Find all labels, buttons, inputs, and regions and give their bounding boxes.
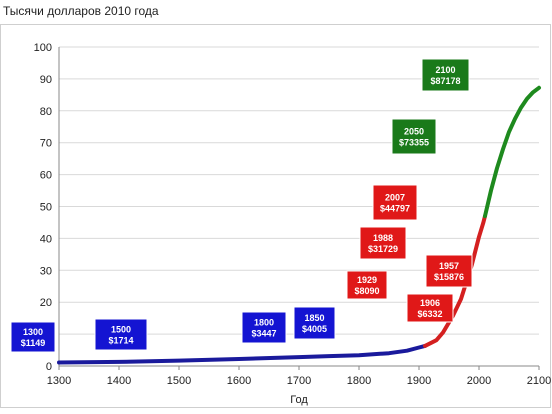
annotation-rect	[346, 270, 388, 300]
annotation-box: 2050$73355	[391, 118, 437, 155]
y-tick-label: 80	[40, 106, 52, 118]
y-tick-label: 30	[40, 265, 52, 277]
annotation-value: $8090	[354, 286, 379, 296]
x-tick-label: 1600	[227, 375, 251, 387]
annotation-value: $15876	[434, 272, 464, 282]
x-tick-label: 2100	[527, 375, 551, 387]
annotation-year: 1300	[23, 327, 43, 337]
y-tick-label: 60	[40, 170, 52, 182]
y-tick-label: 70	[40, 138, 52, 150]
y-tick-label: 100	[34, 42, 52, 54]
annotation-rect	[391, 118, 437, 155]
annotation-year: 2100	[435, 65, 455, 75]
annotation-box: 1988$31729	[359, 226, 407, 260]
annotation-rect	[359, 226, 407, 260]
x-tick-label: 1500	[167, 375, 191, 387]
annotation-year: 1500	[111, 325, 131, 335]
annotation-rect	[372, 184, 418, 221]
y-tick-label: 20	[40, 297, 52, 309]
annotation-value: $31729	[368, 244, 398, 254]
series-line-1	[423, 214, 487, 348]
annotation-rect	[241, 311, 287, 344]
annotation-rect	[94, 318, 148, 351]
x-tick-label: 1300	[47, 375, 71, 387]
annotation-box: 1800$3447	[241, 311, 287, 344]
annotation-rect	[406, 293, 454, 323]
annotation-year: 1800	[254, 318, 274, 328]
annotation-box: 1850$4005	[293, 306, 336, 340]
annotation-rect	[425, 254, 473, 288]
annotation-value: $4005	[302, 324, 327, 334]
annotation-box: 1500$1714	[94, 318, 148, 351]
annotation-rect	[10, 321, 56, 353]
annotation-value: $87178	[430, 76, 460, 86]
x-tick-label: 1900	[407, 375, 431, 387]
annotation-year: 1957	[439, 261, 459, 271]
annotation-box: 1300$1149	[10, 321, 56, 353]
annotation-year: 2007	[385, 193, 405, 203]
annotation-year: 1906	[420, 298, 440, 308]
annotation-rect	[421, 58, 470, 92]
x-tick-label: 1800	[347, 375, 371, 387]
annotation-rect	[293, 306, 336, 340]
y-tick-label: 50	[40, 202, 52, 214]
x-tick-label: 1700	[287, 375, 311, 387]
annotation-year: 1850	[304, 313, 324, 323]
y-tick-label: 90	[40, 74, 52, 86]
annotation-value: $1714	[108, 336, 133, 346]
x-axis-title: Год	[290, 394, 308, 406]
series-line-0	[57, 343, 427, 365]
annotation-box: 1929$8090	[346, 270, 388, 300]
annotation-year: 2050	[404, 127, 424, 137]
y-tick-label: 40	[40, 233, 52, 245]
chart-plot: 0102030405060708090100130014001500160017…	[10, 42, 551, 406]
x-tick-label: 2000	[467, 375, 491, 387]
annotation-box: 1906$6332	[406, 293, 454, 323]
annotation-year: 1929	[357, 275, 377, 285]
annotation-box: 2007$44797	[372, 184, 418, 221]
annotation-value: $6332	[417, 309, 442, 319]
x-tick-label: 1400	[107, 375, 131, 387]
annotation-box: 2100$87178	[421, 58, 470, 92]
annotation-value: $44797	[380, 204, 410, 214]
annotation-value: $1149	[21, 338, 46, 348]
annotation-box: 1957$15876	[425, 254, 473, 288]
chart-title: Тысячи долларов 2010 года	[3, 4, 159, 18]
series-line-2	[483, 85, 541, 219]
y-tick-label: 0	[46, 361, 52, 373]
chart-frame: 0102030405060708090100130014001500160017…	[0, 24, 551, 408]
annotation-value: $3447	[251, 329, 276, 339]
annotation-value: $73355	[399, 138, 429, 148]
annotation-year: 1988	[373, 233, 393, 243]
